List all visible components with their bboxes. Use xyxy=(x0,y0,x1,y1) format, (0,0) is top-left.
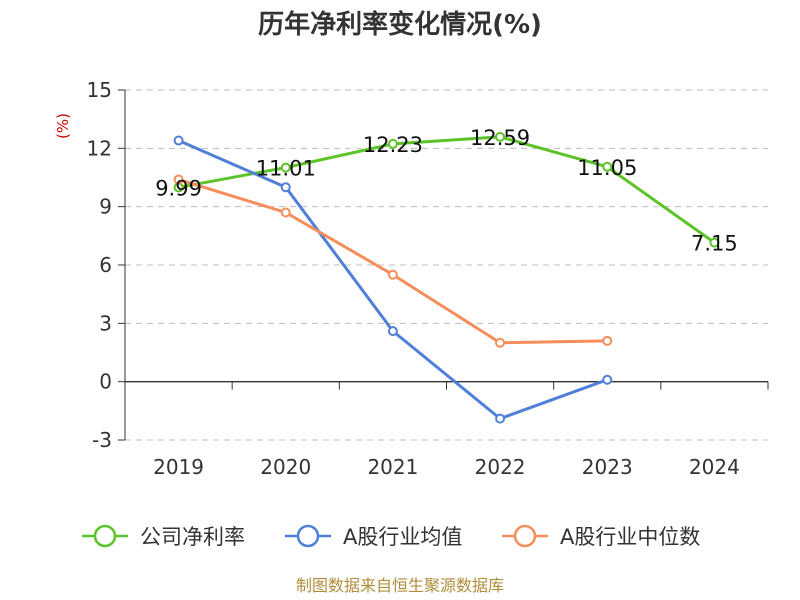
source-note: 制图数据来自恒生聚源数据库 xyxy=(296,576,504,595)
data-point xyxy=(387,269,398,280)
series-line-1 xyxy=(178,135,716,244)
data-point xyxy=(173,174,184,185)
legend-label: 公司净利率 xyxy=(140,525,245,549)
x-tick-label: 2024 xyxy=(689,455,740,479)
series-line-3 xyxy=(178,178,608,345)
data-point xyxy=(602,374,613,385)
data-point xyxy=(387,138,398,149)
data-label: 12.23 xyxy=(363,133,423,157)
data-point xyxy=(280,162,291,173)
axes: -3 0 3 6 9 12 15 2019 2020 2021 2022 2023 2024 xyxy=(87,78,769,479)
data-point xyxy=(495,337,506,348)
legend-swatch-marker xyxy=(93,524,117,548)
data-label: 11.01 xyxy=(256,157,316,181)
y-tick-label: 3 xyxy=(99,311,112,335)
data-label: 9.99 xyxy=(155,176,202,200)
legend-swatch-marker xyxy=(513,524,537,548)
data-point xyxy=(602,335,613,346)
y-tick-label: 0 xyxy=(99,370,112,394)
data-point xyxy=(387,326,398,337)
chart-title: 历年净利率变化情况(%) xyxy=(258,9,542,40)
data-point xyxy=(280,207,291,218)
data-point xyxy=(602,161,613,172)
x-tick-label: 2019 xyxy=(153,455,204,479)
data-point xyxy=(495,131,506,142)
data-point xyxy=(709,237,720,248)
x-tick-label: 2023 xyxy=(582,455,633,479)
x-tick-label: 2020 xyxy=(260,455,311,479)
data-point xyxy=(495,413,506,424)
data-label: 11.05 xyxy=(577,156,637,180)
data-point xyxy=(173,135,184,146)
y-tick-label: 12 xyxy=(87,136,112,160)
x-tick-label: 2021 xyxy=(367,455,418,479)
x-tick-label: 2022 xyxy=(475,455,526,479)
y-axis-unit: (%) xyxy=(54,113,72,139)
legend-label: A股行业中位数 xyxy=(560,525,700,549)
y-tick-label: 6 xyxy=(99,253,112,277)
legend-swatch-marker xyxy=(296,524,320,548)
data-point xyxy=(280,182,291,193)
y-tick-label: 15 xyxy=(87,78,112,102)
y-tick-label: 9 xyxy=(99,195,112,219)
series-layer xyxy=(173,131,720,424)
data-labels: 9.99 11.01 12.23 12.59 11.05 7.15 xyxy=(155,126,738,256)
data-label: 7.15 xyxy=(691,232,738,256)
data-label: 12.59 xyxy=(470,126,530,150)
y-tick-label: -3 xyxy=(92,428,112,452)
legend: 公司净利率 A股行业均值 A股行业中位数 xyxy=(82,524,700,549)
legend-label: A股行业均值 xyxy=(343,525,462,549)
